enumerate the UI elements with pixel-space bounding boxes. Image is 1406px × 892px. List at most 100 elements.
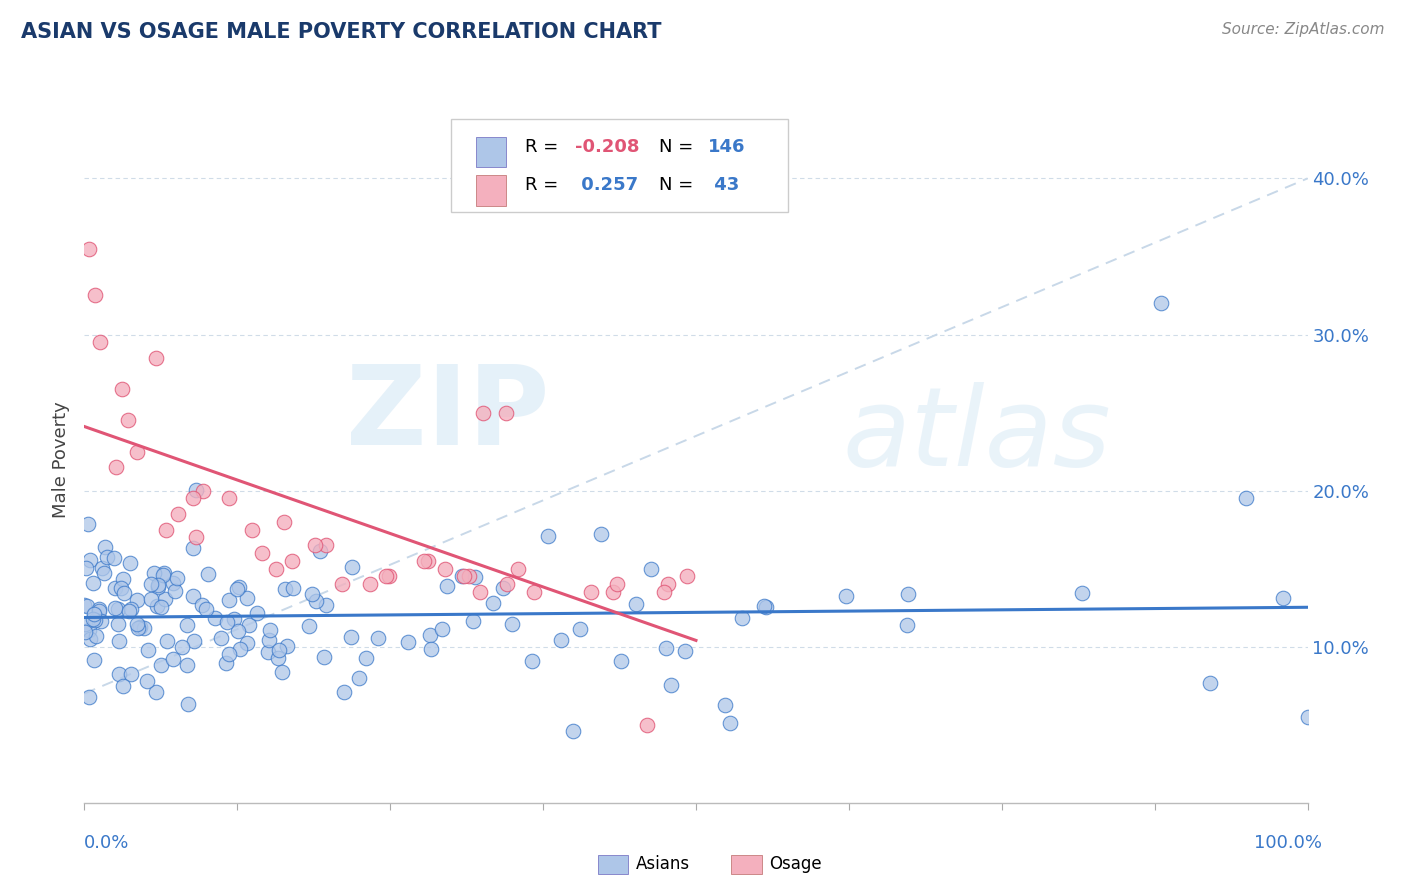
Point: [184, 483, 207, 497]
Point: [104, 600, 127, 615]
Point: [283, 581, 305, 595]
Point: [218, 647, 240, 661]
Point: [125, 617, 148, 632]
Point: [181, 491, 204, 506]
Point: [896, 618, 918, 632]
Point: [420, 641, 443, 656]
Point: [374, 569, 396, 583]
Point: [96, 550, 118, 565]
Text: 0.0%: 0.0%: [84, 834, 129, 852]
Point: [640, 562, 662, 576]
Point: [82, 612, 104, 626]
Text: Asians: Asians: [636, 855, 689, 873]
Point: [125, 444, 148, 458]
Point: [419, 628, 441, 642]
Text: ASIAN VS OSAGE MALE POVERTY CORRELATION CHART: ASIAN VS OSAGE MALE POVERTY CORRELATION …: [21, 22, 662, 42]
Point: [152, 567, 174, 582]
Point: [181, 541, 204, 555]
Point: [347, 672, 370, 686]
Point: [155, 634, 177, 648]
Point: [143, 566, 166, 581]
Point: [579, 585, 602, 599]
Point: [162, 651, 184, 665]
Point: [90, 561, 112, 575]
Point: [501, 617, 523, 632]
Point: [569, 622, 592, 636]
Point: [135, 673, 157, 688]
Point: [120, 556, 142, 570]
Point: [589, 526, 612, 541]
Point: [482, 596, 505, 610]
Point: [506, 562, 529, 576]
Point: [89, 335, 111, 350]
Point: [146, 578, 169, 592]
Point: [166, 507, 188, 521]
Bar: [475, 136, 506, 168]
Point: [145, 685, 167, 699]
Point: [127, 621, 149, 635]
Point: [1296, 710, 1319, 724]
Point: [246, 606, 269, 620]
Point: [652, 585, 675, 599]
Point: [73, 617, 96, 632]
Point: [111, 382, 134, 396]
Point: [367, 631, 389, 645]
Point: [79, 632, 101, 646]
Point: [132, 621, 155, 635]
Text: -0.208: -0.208: [575, 138, 640, 156]
Point: [240, 523, 263, 537]
Point: [83, 607, 105, 621]
Point: [1150, 296, 1173, 310]
Point: [602, 585, 624, 599]
Bar: [475, 175, 506, 205]
Point: [636, 717, 658, 731]
Point: [176, 658, 198, 673]
Point: [111, 572, 134, 586]
Point: [209, 631, 232, 645]
Point: [271, 665, 294, 679]
Point: [330, 577, 353, 591]
Point: [138, 642, 160, 657]
Point: [204, 611, 226, 625]
Point: [314, 650, 336, 665]
Point: [84, 288, 107, 302]
Point: [226, 624, 249, 638]
Point: [1198, 675, 1220, 690]
Point: [1234, 491, 1257, 506]
Point: [835, 589, 858, 603]
Point: [75, 561, 97, 575]
Point: [120, 601, 142, 615]
Point: [217, 615, 239, 629]
Point: [1272, 591, 1295, 605]
Point: [453, 569, 475, 583]
Point: [83, 614, 105, 628]
Point: [340, 559, 363, 574]
Point: [183, 634, 205, 648]
Point: [184, 530, 207, 544]
Text: R =: R =: [524, 177, 564, 194]
Point: [305, 594, 328, 608]
Point: [257, 645, 280, 659]
Point: [162, 576, 184, 591]
Point: [238, 618, 260, 632]
Point: [657, 577, 679, 591]
Point: [84, 629, 107, 643]
Point: [257, 633, 280, 648]
Point: [675, 569, 697, 583]
Point: [90, 614, 112, 628]
Point: [139, 591, 162, 606]
Point: [236, 591, 259, 605]
Point: [94, 540, 117, 554]
Point: [79, 690, 101, 704]
Point: [471, 405, 494, 420]
Point: [155, 523, 177, 537]
Point: [267, 651, 290, 665]
Point: [550, 632, 572, 647]
Point: [468, 585, 491, 599]
Point: [537, 529, 560, 543]
Text: atlas: atlas: [842, 382, 1111, 489]
Point: [298, 619, 321, 633]
Point: [276, 639, 298, 653]
Point: [118, 604, 141, 618]
Point: [523, 585, 546, 599]
